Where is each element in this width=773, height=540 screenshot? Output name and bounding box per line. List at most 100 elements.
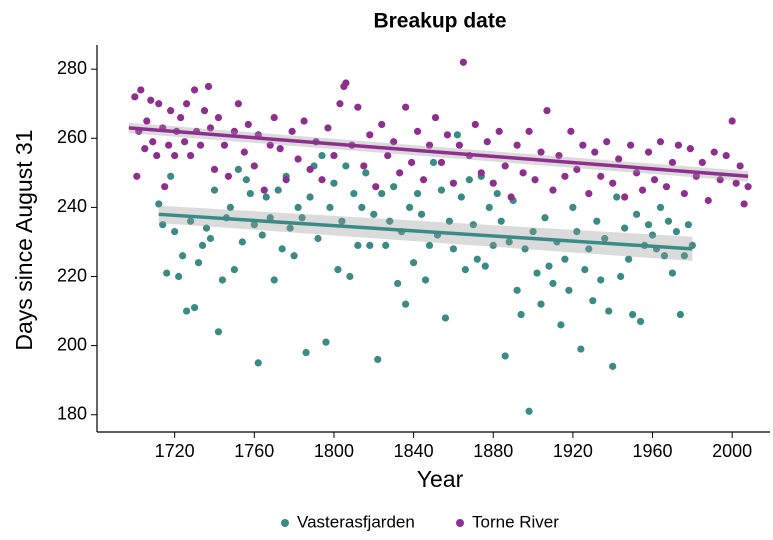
point [672,227,681,236]
point [445,217,454,225]
point [648,231,657,239]
point [676,310,684,319]
point [449,245,458,253]
point [497,217,505,225]
point [597,276,605,284]
point [314,234,322,243]
point [326,203,334,212]
point [585,245,593,253]
point [262,193,270,201]
point [270,276,278,284]
point [354,103,362,111]
y-tick-label: 200 [57,334,87,354]
point [425,241,434,250]
point [342,79,350,87]
point [505,238,513,246]
x-tick-label: 1840 [394,441,434,461]
point [153,151,161,160]
point [143,117,151,125]
trend-line [128,126,749,179]
point [366,241,374,250]
point [429,158,438,167]
point [660,252,669,260]
point [656,138,665,146]
point [177,113,185,122]
point [485,203,493,212]
legend-label: Vasterasfjarden [297,512,415,531]
point [390,138,398,146]
point [181,138,189,146]
point [206,124,215,132]
point [529,227,537,236]
point [306,165,314,173]
point [274,186,282,194]
point [131,93,139,101]
point [577,345,585,353]
y-tick-label: 180 [57,403,87,423]
point [561,172,569,180]
point [336,100,344,108]
point [350,189,358,198]
point [396,169,404,177]
point [591,148,599,156]
point [198,241,207,250]
point [163,269,171,277]
chart-title: Breakup date [373,10,506,33]
point [171,227,179,236]
point [736,162,744,170]
point [270,113,278,122]
point [266,214,274,222]
point [190,86,199,94]
point [282,176,290,184]
x-tick-label: 1960 [633,441,673,461]
point [242,176,250,184]
point [644,221,653,229]
point [489,241,497,250]
point [579,141,587,149]
point [740,200,748,208]
point [698,158,706,167]
point [133,172,141,180]
point [589,297,597,305]
point [175,272,183,281]
point [605,307,613,315]
point [459,58,467,66]
point [167,172,175,180]
point [561,255,569,263]
point [629,310,637,319]
point [573,165,581,173]
point [632,169,641,177]
point [621,193,629,201]
point [214,328,223,336]
point [190,304,199,312]
y-tick-label: 220 [57,265,87,285]
point [226,203,235,212]
point [338,217,346,225]
point [501,352,509,360]
point [161,183,169,191]
point [200,107,209,115]
legend-marker [281,519,289,527]
point [250,162,258,170]
point [437,186,446,194]
x-tick-label: 2000 [712,441,752,461]
point [437,158,446,167]
point [402,103,410,111]
point [533,269,541,277]
x-tick-label: 1800 [314,441,354,461]
point [413,127,422,135]
point [603,138,611,146]
point [278,245,286,253]
point [581,265,589,274]
point [374,355,382,364]
point [613,193,621,201]
point [473,255,481,263]
x-tick-label: 1920 [553,441,593,461]
point [519,169,527,177]
point [650,176,659,184]
point [569,203,577,212]
point [165,141,173,149]
point [378,189,386,198]
point [680,189,688,198]
